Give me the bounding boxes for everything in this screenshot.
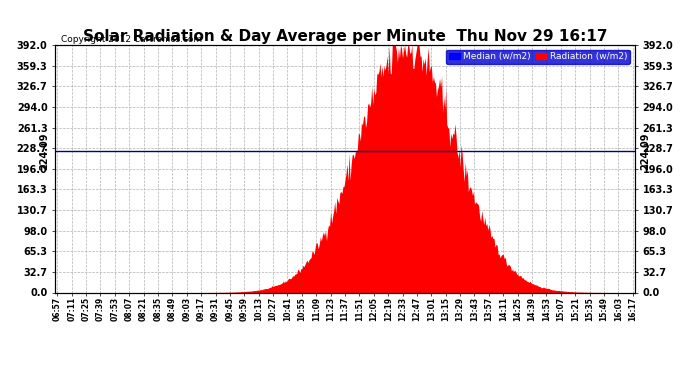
Text: Copyright 2012 Cartronics.com: Copyright 2012 Cartronics.com	[61, 35, 202, 44]
Text: 224.09: 224.09	[39, 132, 50, 170]
Text: 224.09: 224.09	[640, 132, 651, 170]
Title: Solar Radiation & Day Average per Minute  Thu Nov 29 16:17: Solar Radiation & Day Average per Minute…	[83, 29, 607, 44]
Legend: Median (w/m2), Radiation (w/m2): Median (w/m2), Radiation (w/m2)	[446, 50, 630, 64]
